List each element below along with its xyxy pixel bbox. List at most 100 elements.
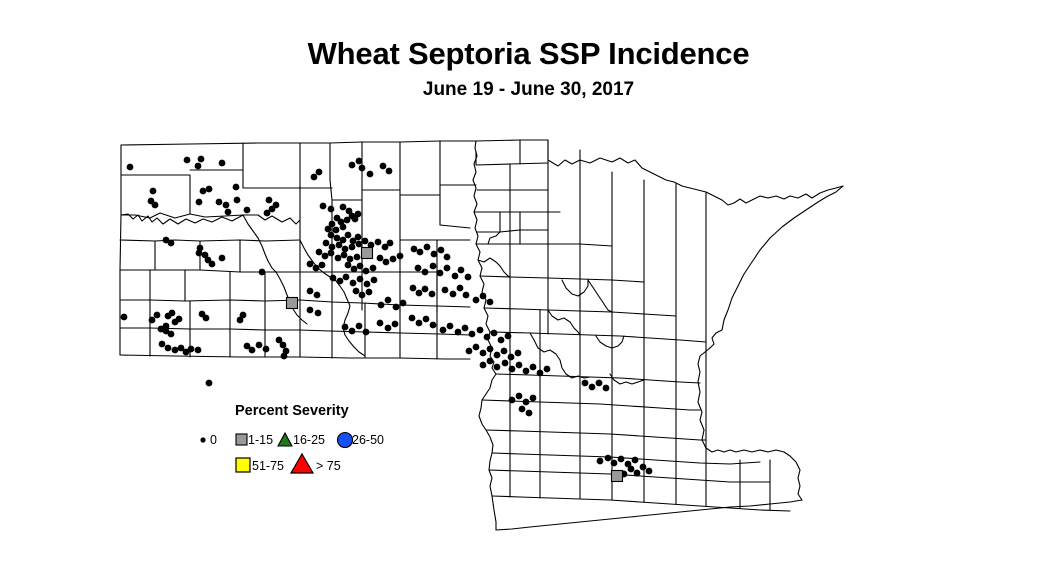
data-point <box>581 379 589 387</box>
legend-circle-icon <box>336 431 354 449</box>
legend-square-icon <box>235 433 248 446</box>
legend-triangle-red-icon <box>289 452 315 474</box>
data-point <box>319 202 327 210</box>
data-point <box>268 205 276 213</box>
data-point <box>149 187 157 195</box>
data-point <box>369 264 377 272</box>
data-point <box>507 353 515 361</box>
data-point <box>497 336 505 344</box>
data-point <box>409 284 417 292</box>
data-point <box>415 289 423 297</box>
data-point <box>543 365 551 373</box>
data-point <box>222 201 230 209</box>
data-point <box>631 456 639 464</box>
data-point <box>171 346 179 354</box>
data-point <box>436 269 444 277</box>
data-point <box>486 357 494 365</box>
data-point <box>396 252 404 260</box>
data-point <box>358 164 366 172</box>
data-point <box>314 309 322 317</box>
data-point <box>126 163 134 171</box>
data-point <box>151 201 159 209</box>
data-point <box>416 248 424 256</box>
data-point <box>167 239 175 247</box>
data-point <box>493 363 501 371</box>
data-point <box>370 276 378 284</box>
data-point <box>350 265 358 273</box>
data-point <box>377 301 385 309</box>
data-point <box>386 239 394 247</box>
data-point <box>177 344 185 352</box>
county-boundaries <box>119 140 497 375</box>
data-point <box>341 323 349 331</box>
data-point <box>352 287 360 295</box>
data-point <box>194 346 202 354</box>
legend-item-2-label: 16-25 <box>293 433 325 447</box>
data-point <box>385 167 393 175</box>
data-point <box>362 328 370 336</box>
data-point <box>255 341 263 349</box>
data-point <box>306 260 314 268</box>
data-point <box>324 225 332 233</box>
legend-item-5[interactable]: > 75 <box>289 452 341 474</box>
page-subtitle: June 19 - June 30, 2017 <box>422 78 635 100</box>
data-point <box>415 319 423 327</box>
data-point <box>365 288 373 296</box>
data-point <box>346 255 354 263</box>
data-point <box>153 311 161 319</box>
data-point <box>239 311 247 319</box>
data-point <box>443 264 451 272</box>
data-point <box>472 343 480 351</box>
legend-item-0-label: 0 <box>210 433 217 447</box>
data-point <box>451 272 459 280</box>
data-point <box>449 290 457 298</box>
data-point <box>215 198 223 206</box>
data-point <box>468 330 476 338</box>
data-point <box>596 457 604 465</box>
data-point <box>164 344 172 352</box>
data-point <box>522 367 530 375</box>
legend-item-0[interactable]: 0 <box>200 433 217 447</box>
data-point <box>500 347 508 355</box>
data-point <box>339 236 347 244</box>
data-point <box>382 258 390 266</box>
data-point <box>158 340 166 348</box>
legend-item-2[interactable]: 16-25 <box>277 431 325 447</box>
minnesota-boundaries <box>473 139 844 531</box>
data-point <box>336 277 344 285</box>
data-point <box>361 237 369 245</box>
data-point <box>183 156 191 164</box>
data-point <box>384 296 392 304</box>
data-point <box>381 243 389 251</box>
data-point <box>422 315 430 323</box>
data-point <box>348 327 356 335</box>
data-point <box>508 396 516 404</box>
legend-square-yellow-icon <box>235 457 251 473</box>
legend-item-3[interactable]: 26-50 <box>336 431 385 449</box>
data-point <box>429 262 437 270</box>
legend-item-1[interactable]: 1-15 <box>235 433 273 447</box>
data-point <box>501 359 509 367</box>
data-point <box>328 220 336 228</box>
title-block: Wheat Septoria SSP Incidence June 19 - J… <box>0 0 1057 99</box>
data-point <box>476 326 484 334</box>
data-point <box>263 209 271 217</box>
data-point <box>389 255 397 263</box>
legend-item-4[interactable]: 51-75 <box>235 457 284 473</box>
data-point <box>148 316 156 324</box>
data-point <box>486 345 494 353</box>
data-point <box>437 246 445 254</box>
data-point <box>120 313 128 321</box>
data-point <box>345 207 353 215</box>
data-point <box>421 285 429 293</box>
data-point <box>355 240 363 248</box>
data-point <box>536 369 544 377</box>
data-point <box>504 332 512 340</box>
data-point <box>327 205 335 213</box>
data-point <box>367 241 375 249</box>
data-point <box>408 314 416 322</box>
data-point <box>462 291 470 299</box>
data-point <box>342 273 350 281</box>
data-point <box>454 328 462 336</box>
